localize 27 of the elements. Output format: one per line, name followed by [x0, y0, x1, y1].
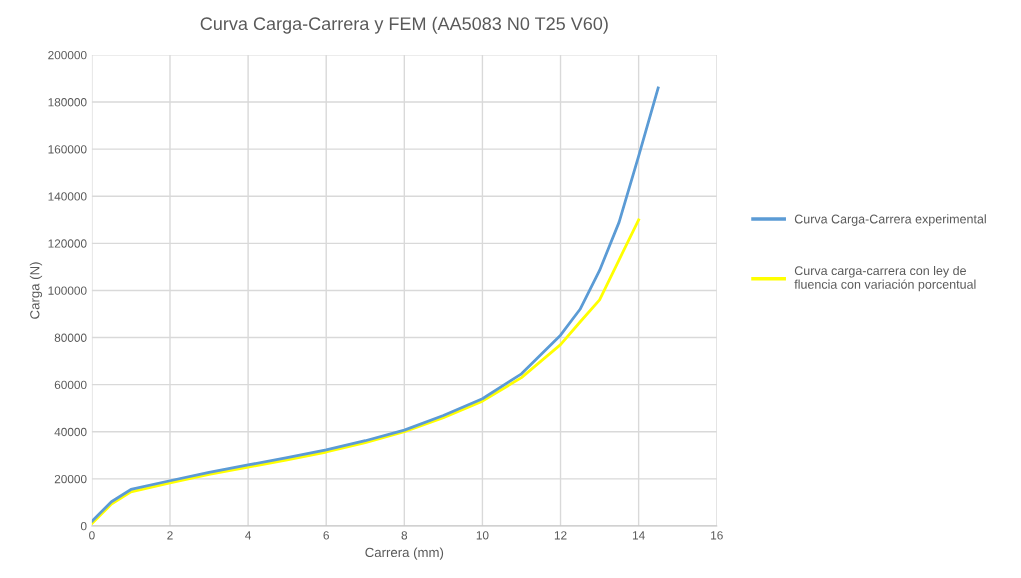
y-tick-label: 120000: [48, 239, 87, 248]
y-tick-label: 40000: [54, 427, 87, 437]
y-tick-label: 180000: [48, 98, 87, 107]
x-tick-label: 12: [554, 531, 567, 540]
y-tick-label: 140000: [48, 192, 87, 201]
x-tick-label: 16: [711, 531, 723, 540]
y-tick-label: 200000: [48, 50, 87, 60]
chart-title: Curva Carga-Carrera y FEM (AA5083 N0 T25 V60): [200, 16, 608, 34]
line-series: [91, 86, 660, 523]
y-tick-label: 60000: [54, 380, 87, 390]
y-tick-label: 80000: [54, 333, 87, 342]
line-series: [91, 218, 641, 526]
y-axis-title: Carga (N): [29, 262, 43, 319]
y-tick-label: 100000: [48, 286, 87, 295]
y-tick-label: 20000: [54, 474, 87, 484]
x-tick-label: 4: [245, 531, 252, 540]
x-tick-label: 10: [476, 531, 489, 540]
legend-label: Curva Carga-Carrera experimental: [794, 214, 986, 226]
x-tick-label: 14: [632, 531, 645, 540]
x-tick-label: 6: [323, 531, 329, 540]
x-tick-label: 2: [167, 531, 173, 540]
x-tick-label: 0: [89, 531, 95, 540]
y-tick-label: 160000: [48, 145, 87, 154]
x-axis-title: Carrera (mm): [365, 547, 444, 560]
legend-label: Curva carga-carrera con ley de fluencia con variación porcentual: [794, 265, 976, 292]
x-tick-label: 8: [401, 531, 408, 540]
y-tick-label: 0: [80, 522, 87, 531]
